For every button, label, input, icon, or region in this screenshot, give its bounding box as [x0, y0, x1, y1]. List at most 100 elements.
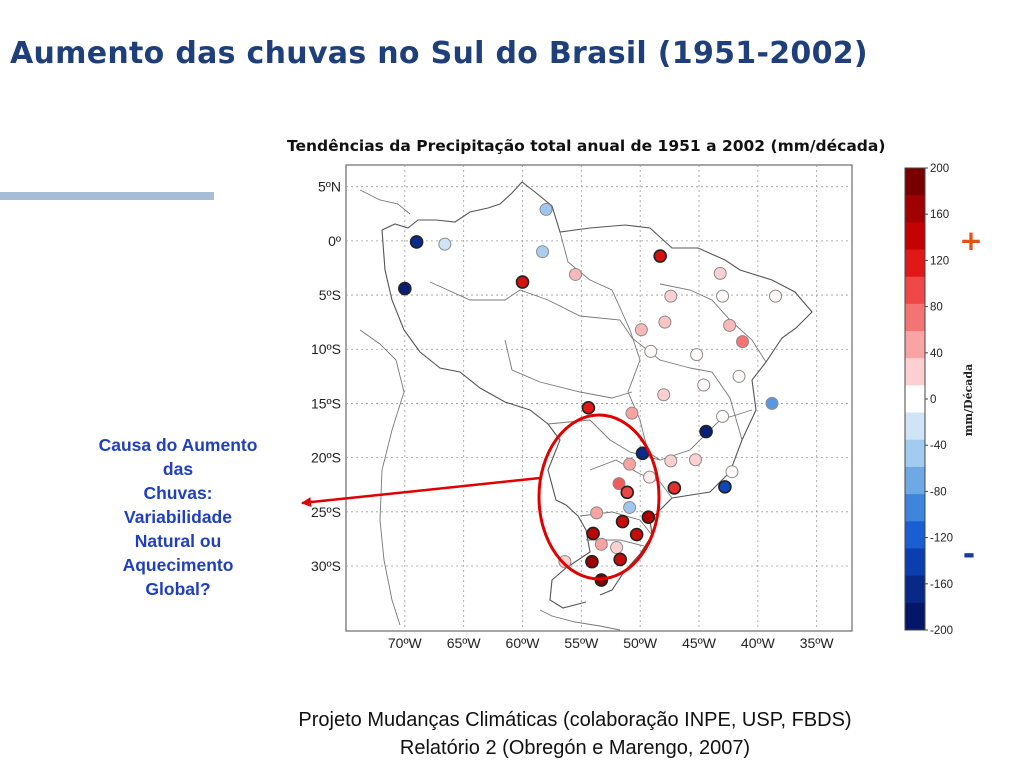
- colorbar-segment: [905, 575, 925, 604]
- cause-annotation: Causa do Aumento das Chuvas: Variabilida…: [68, 433, 288, 601]
- southern-border: [539, 609, 621, 631]
- pacific-side-border: [359, 329, 405, 626]
- station-marker: [664, 454, 678, 468]
- colorbar-tick-label: -40: [930, 440, 947, 452]
- colorbar-segment: [905, 276, 925, 305]
- lat-label: 0º: [328, 233, 341, 249]
- colorbar-tick-label: 80: [930, 302, 943, 314]
- colorbar-tick-label: 40: [930, 348, 943, 360]
- colorbar-tick-label: -160: [930, 579, 953, 591]
- cause-line-6: Aquecimento: [122, 555, 234, 575]
- state-border-midwest: [504, 339, 633, 399]
- station-marker: [699, 424, 713, 439]
- source-line-1: Projeto Mudanças Climáticas (colaboração…: [298, 709, 852, 731]
- colorbar-tick-label: 120: [930, 255, 949, 267]
- station-marker: [657, 388, 671, 402]
- station-marker: [623, 457, 637, 471]
- lon-label: 70ºW: [388, 635, 423, 651]
- colorbar-segment: [905, 168, 925, 196]
- colorbar-title: mm/Década: [962, 364, 975, 436]
- map-frame: [345, 164, 853, 632]
- station-marker: [623, 500, 637, 514]
- colorbar-segment: [905, 548, 925, 577]
- accent-bar: [0, 192, 214, 200]
- station-marker: [620, 485, 635, 500]
- annotation-arrow: [301, 476, 541, 508]
- colorbar-segment: [905, 385, 925, 414]
- lat-label: 20ºS: [311, 450, 341, 466]
- lat-label: 25ºS: [311, 504, 341, 520]
- colorbar-segment: [905, 358, 925, 386]
- station-marker: [629, 527, 644, 542]
- station-marker: [769, 289, 783, 303]
- source-line-2: Relatório 2 (Obregón e Marengo, 2007): [399, 737, 751, 759]
- plus-symbol: +: [959, 224, 982, 257]
- station-marker: [725, 465, 739, 479]
- colorbar-tick-label: 0: [930, 394, 936, 406]
- cause-line-7: Global?: [145, 579, 211, 599]
- station-marker: [697, 378, 711, 392]
- station-marker: [653, 249, 667, 263]
- colorbar-segment: [905, 195, 925, 223]
- station-marker: [634, 323, 648, 337]
- colorbar-tick-label: -120: [930, 533, 953, 545]
- western-border: [381, 229, 591, 609]
- station-marker: [716, 289, 730, 303]
- station-marker: [398, 281, 412, 296]
- station-marker: [612, 477, 626, 491]
- source-caption: Projeto Mudanças Climáticas (colaboração…: [180, 706, 970, 762]
- colorbar-segment: [905, 331, 925, 359]
- station-marker: [585, 554, 599, 569]
- colorbar-tick-label: 200: [930, 163, 949, 175]
- state-border-sp: [589, 459, 673, 499]
- station-marker: [765, 396, 779, 410]
- station-marker: [590, 506, 604, 520]
- lon-label: 60ºW: [506, 635, 541, 651]
- latitude-labels: 5ºN 0º 5ºS 10ºS 15ºS 20ºS 25ºS 30ºS: [311, 179, 341, 574]
- lon-label: 50ºW: [623, 635, 658, 651]
- lat-label: 5ºN: [318, 179, 341, 195]
- station-marker: [713, 266, 727, 280]
- station-marker: [736, 335, 750, 349]
- lat-label: 15ºS: [311, 395, 341, 411]
- station-marker: [732, 369, 746, 383]
- lat-label: 30ºS: [311, 558, 341, 574]
- state-border-bahia: [689, 367, 743, 441]
- station-marker: [644, 344, 658, 358]
- colorbar-segment: [905, 521, 925, 549]
- station-marker: [690, 348, 704, 362]
- station-marker: [667, 481, 682, 495]
- colorbar-segment: [905, 412, 925, 441]
- lon-label: 45ºW: [682, 635, 717, 651]
- lon-label: 35ºW: [800, 635, 835, 651]
- lon-label: 55ºW: [564, 635, 599, 651]
- station-marker: [594, 537, 608, 551]
- cause-line-5: Natural ou: [134, 531, 222, 551]
- colorbar-tick-label: 160: [930, 209, 949, 221]
- station-marker: [716, 409, 730, 423]
- station-marker: [658, 315, 672, 329]
- station-marker: [615, 514, 630, 529]
- station-marker: [409, 235, 424, 249]
- station-marker: [664, 289, 678, 303]
- station-marker: [723, 318, 737, 332]
- station-marker: [586, 526, 600, 541]
- cause-line-2: das: [162, 459, 194, 479]
- colorbar-segment: [905, 303, 925, 332]
- colorbar-segment: [905, 494, 925, 522]
- station-marker: [610, 541, 624, 555]
- station-marker: [625, 406, 639, 420]
- station-markers: [398, 202, 783, 587]
- northwest-border: [359, 189, 411, 215]
- station-marker: [539, 202, 553, 216]
- lat-label: 10ºS: [311, 341, 341, 357]
- station-marker: [581, 400, 596, 415]
- station-marker: [568, 267, 582, 281]
- colorbar-tick-label: -80: [930, 486, 947, 498]
- lon-label: 40ºW: [741, 635, 776, 651]
- colorbar-segment: [905, 466, 925, 495]
- station-marker: [643, 470, 657, 484]
- station-marker: [613, 552, 627, 567]
- longitude-labels: 70ºW 65ºW 60ºW 55ºW 50ºW 45ºW 40ºW 35ºW: [388, 635, 835, 651]
